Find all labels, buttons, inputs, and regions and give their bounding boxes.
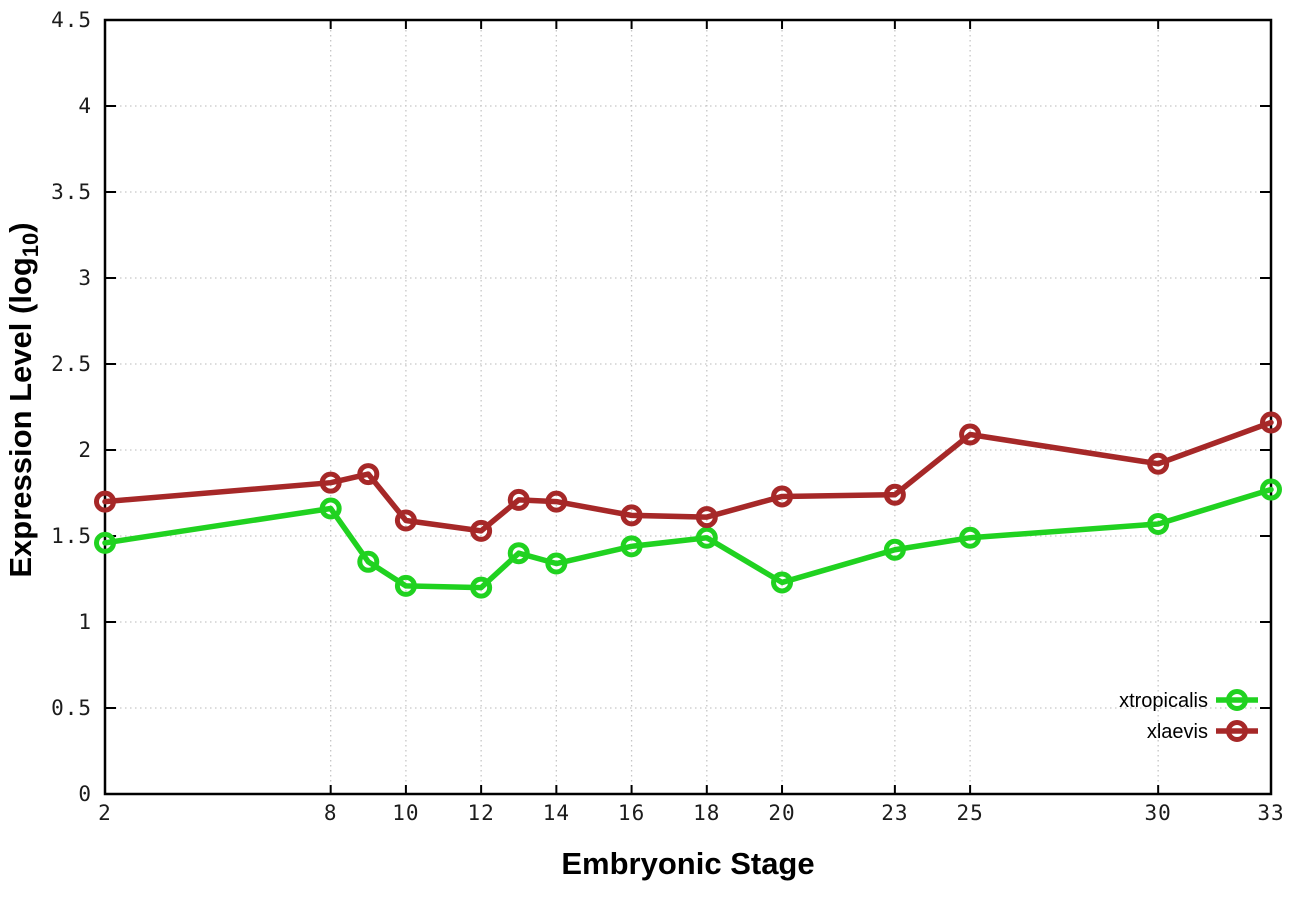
marker-xtropicalis-stage-13: [507, 542, 530, 565]
y-tick-label-1.5: 1.5: [51, 524, 92, 548]
x-tick-label-14: 14: [543, 801, 570, 825]
x-tick-label-30: 30: [1145, 801, 1172, 825]
legend-marker-circle-xlaevis: [1226, 720, 1248, 742]
y-tick-label-0.5: 0.5: [51, 696, 92, 720]
marker-xtropicalis-stage-30: [1147, 512, 1170, 535]
marker-xtropicalis-stage-33: [1260, 478, 1282, 501]
y-tick-label-3.5: 3.5: [51, 180, 92, 204]
marker-xtropicalis-stage-2: [94, 531, 116, 554]
marker-xlaevis-stage-30: [1147, 452, 1170, 475]
marker-xlaevis-stage-10: [394, 509, 417, 532]
marker-xtropicalis-stage-12: [470, 576, 493, 599]
y-tick-label-0: 0: [78, 782, 92, 806]
marker-xtropicalis-stage-14: [545, 552, 568, 575]
y-axis-title-main: Expression Level (log: [3, 257, 38, 577]
legend-label-xtropicalis: xtropicalis: [1119, 690, 1208, 712]
legend-marker-circle-xtropicalis: [1226, 689, 1248, 711]
marker-xtropicalis-stage-9: [357, 550, 380, 573]
series-layer: [94, 411, 1282, 599]
marker-xlaevis-stage-2: [94, 490, 116, 513]
y-tick-label-4.5: 4.5: [51, 8, 92, 32]
marker-xlaevis-stage-23: [883, 483, 906, 506]
marker-xtropicalis-stage-10: [394, 574, 417, 597]
series-line-xtropicalis: [102, 486, 1274, 591]
y-tick-label-2.5: 2.5: [51, 352, 92, 376]
legend-label-xlaevis: xlaevis: [1147, 721, 1208, 743]
marker-xlaevis-stage-16: [620, 504, 643, 527]
marker-xtropicalis-stage-8: [319, 497, 342, 520]
x-tick-label-23: 23: [881, 801, 908, 825]
x-tick-label-10: 10: [392, 801, 419, 825]
y-axis-title: Expression Level (log10): [3, 222, 43, 577]
marker-xlaevis-stage-33: [1260, 411, 1282, 434]
marker-xtropicalis-stage-20: [771, 571, 794, 594]
y-tick-label-2: 2: [78, 438, 92, 462]
marker-xlaevis-stage-25: [959, 423, 982, 446]
marker-xtropicalis-stage-23: [883, 538, 906, 561]
legend-entry-xtropicalis: xtropicalis: [1119, 689, 1258, 712]
marker-xlaevis-stage-13: [507, 488, 530, 511]
x-tick-label-18: 18: [693, 801, 720, 825]
marker-xlaevis-stage-8: [319, 471, 342, 494]
axes-layer: [103, 18, 1273, 796]
x-tick-label-2: 2: [98, 801, 112, 825]
y-tick-label-1: 1: [78, 610, 92, 634]
y-tick-label-3: 3: [78, 266, 92, 290]
x-tick-label-20: 20: [768, 801, 795, 825]
x-tick-label-8: 8: [324, 801, 338, 825]
y-axis-title-subscript: 10: [18, 233, 43, 257]
grid-layer: [105, 20, 1271, 794]
x-axis-title: Embryonic Stage: [561, 846, 814, 881]
x-tick-label-33: 33: [1257, 801, 1284, 825]
x-tick-label-16: 16: [618, 801, 645, 825]
x-tick-label-12: 12: [467, 801, 494, 825]
marker-xtropicalis-stage-16: [620, 535, 643, 558]
marker-xlaevis-stage-20: [771, 485, 794, 508]
tick-label-layer: 2 8 10 12 14 16 18 20 23 25 30 33 0 0.5 1 1.5 2 2.5 3 3.5 4 4…: [51, 8, 1284, 825]
marker-xlaevis-stage-14: [545, 490, 568, 513]
plot-border: [103, 18, 1273, 796]
x-tick-label-25: 25: [956, 801, 983, 825]
y-axis-title-end: ): [3, 222, 38, 232]
legend: xtropicalis xlaevis: [1119, 689, 1258, 743]
marker-xtropicalis-stage-25: [959, 526, 982, 549]
marker-xlaevis-stage-18: [695, 506, 718, 529]
marker-xlaevis-stage-12: [470, 519, 493, 542]
legend-entry-xlaevis: xlaevis: [1147, 720, 1258, 743]
marker-xtropicalis-stage-18: [695, 526, 718, 549]
marker-xlaevis-stage-9: [357, 463, 380, 486]
y-tick-label-4: 4: [78, 94, 92, 118]
